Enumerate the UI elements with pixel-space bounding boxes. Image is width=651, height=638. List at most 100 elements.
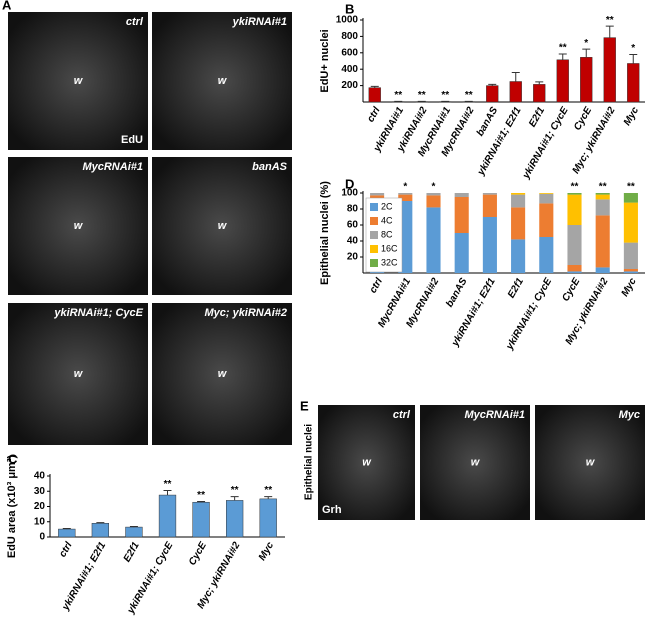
error-bar xyxy=(511,71,520,82)
bar xyxy=(192,501,210,538)
error-bar xyxy=(629,53,638,64)
legend-swatch xyxy=(370,259,378,267)
bar xyxy=(158,494,177,538)
significance: ** xyxy=(197,490,205,501)
error-bar xyxy=(582,48,591,58)
significance: * xyxy=(584,38,588,49)
bar-segment xyxy=(511,194,526,208)
bar-segment xyxy=(623,202,638,243)
micrograph xyxy=(152,12,292,150)
error-bar xyxy=(163,489,172,496)
wound-marker: w xyxy=(362,456,372,468)
y-tick-label: 0 xyxy=(39,532,45,543)
image-label: ykiRNAi#1 xyxy=(232,16,287,28)
bar-segment xyxy=(454,197,469,233)
bar-segment xyxy=(539,193,554,194)
legend-label: 8C xyxy=(381,229,393,239)
legend-label: 16C xyxy=(381,243,398,253)
y-axis-label: EdU area (x10³ μm²) xyxy=(6,455,18,559)
significance: ** xyxy=(599,182,607,193)
bar xyxy=(226,500,244,538)
significance: ** xyxy=(571,182,579,193)
y-axis-label: Epithelial nuclei (%) xyxy=(319,181,331,285)
micrograph xyxy=(535,405,645,520)
bar-segment xyxy=(482,217,497,273)
y-tick-label: 30 xyxy=(34,486,46,497)
x-tick-label: ykiRNAi#1; CycE xyxy=(520,105,570,181)
image-label: MycRNAi#1 xyxy=(82,161,143,173)
legend-swatch xyxy=(370,203,378,211)
bar-segment xyxy=(370,193,385,196)
x-tick-label: CycE xyxy=(572,105,594,132)
x-tick-label: banAS xyxy=(444,276,470,309)
stain-label: EdU xyxy=(121,134,143,146)
bar-segment xyxy=(623,269,638,272)
micrograph xyxy=(8,303,148,445)
bar-segment xyxy=(567,193,582,195)
legend-label: 2C xyxy=(381,201,393,211)
image-label: ctrl xyxy=(393,409,411,421)
bar xyxy=(627,63,640,103)
wound-marker: w xyxy=(218,75,228,87)
image-label: MycRNAi#1 xyxy=(464,409,525,421)
x-tick-label: Myc xyxy=(257,540,276,563)
y-tick-label: 10 xyxy=(34,516,46,527)
x-tick-label: Myc xyxy=(620,276,639,299)
bar-segment xyxy=(595,193,610,195)
stain-label: Grh xyxy=(322,504,342,516)
error-bar xyxy=(62,527,71,530)
bar xyxy=(368,87,381,103)
bar-segment xyxy=(595,194,610,200)
significance: ** xyxy=(559,43,567,54)
x-tick-label: ykiRNAi#1; E2f1 xyxy=(475,105,524,178)
error-bar xyxy=(230,496,239,501)
panel-letter: A xyxy=(2,0,12,12)
significance: ** xyxy=(164,479,172,490)
y-tick-label: 80 xyxy=(347,204,359,215)
bar xyxy=(509,81,522,103)
y-tick-label: 100 xyxy=(341,188,358,199)
y-axis-label: Epithelial nuclei xyxy=(304,424,315,500)
error-bar xyxy=(264,496,273,499)
bar-segment xyxy=(398,194,413,201)
image-label: ykiRNAi#1; CycE xyxy=(53,307,143,319)
significance: ** xyxy=(627,182,635,193)
bar xyxy=(486,85,499,103)
error-bar xyxy=(605,25,614,38)
y-tick-label: 40 xyxy=(347,236,359,247)
x-tick-label: ctrl xyxy=(368,276,385,295)
bar-segment xyxy=(623,242,638,269)
bar xyxy=(556,59,569,103)
bar-segment xyxy=(454,233,469,273)
bar-segment xyxy=(567,225,582,265)
bar-segment xyxy=(539,193,554,204)
bar-segment xyxy=(595,215,610,268)
bar-segment xyxy=(595,199,610,216)
micrograph xyxy=(8,157,148,295)
bar-segment xyxy=(539,203,554,237)
bar-segment xyxy=(511,207,526,240)
bar-segment xyxy=(623,193,638,203)
significance: * xyxy=(631,43,635,54)
x-tick-label: ctrl xyxy=(57,540,74,559)
legend-swatch xyxy=(370,217,378,225)
wound-marker: w xyxy=(74,368,84,380)
x-tick-label: ctrl xyxy=(365,105,382,124)
error-bar xyxy=(129,525,138,528)
bar-segment xyxy=(482,194,497,217)
error-bar xyxy=(96,522,105,524)
bar-segment xyxy=(567,194,582,225)
bar-segment xyxy=(511,193,526,195)
bar-segment xyxy=(567,271,582,273)
significance: ** xyxy=(418,90,426,101)
bar xyxy=(91,523,110,538)
bar xyxy=(58,528,76,538)
bar-segment xyxy=(595,267,610,273)
legend-swatch xyxy=(370,231,378,239)
wound-marker: w xyxy=(218,220,228,232)
y-tick-label: 60 xyxy=(347,220,359,231)
bar xyxy=(533,84,546,103)
y-tick-label: 400 xyxy=(341,64,358,75)
significance: ** xyxy=(465,90,473,101)
micrograph xyxy=(318,405,415,520)
